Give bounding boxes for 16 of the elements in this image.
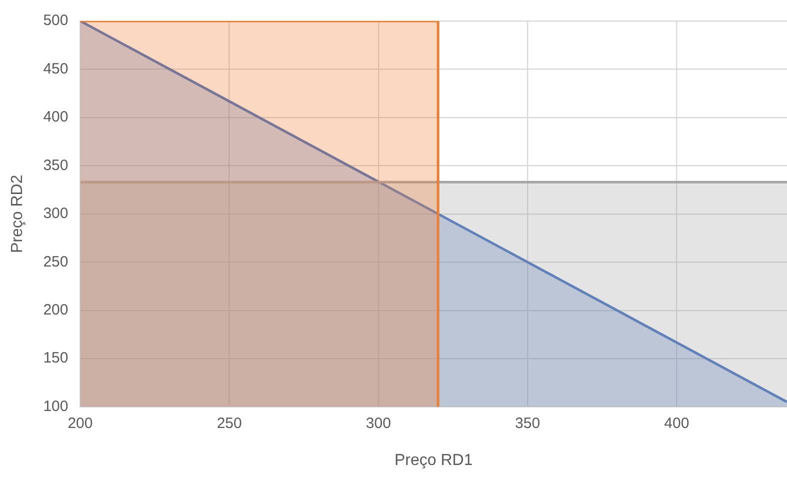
y-tick-label: 450 [43,60,68,78]
y-tick-label: 200 [43,301,68,318]
y-tick-label: 300 [43,205,68,222]
y-tick-label: 350 [43,156,68,174]
x-tick-label: 400 [664,414,690,432]
x-axis-title: Preço RD1 [394,452,473,469]
x-tick-label: 350 [515,414,540,432]
x-tick-label: 200 [68,414,93,432]
y-tick-label: 400 [43,108,68,126]
x-tick-label: 250 [216,414,242,432]
y-axis-title: Preço RD2 [9,174,26,254]
y-tick-label: 250 [43,253,68,270]
y-tick-label: 500 [43,12,68,30]
x-tick-label: 300 [366,414,391,432]
y-tick-label: 100 [43,398,68,415]
y-tick-label: 150 [43,350,68,367]
